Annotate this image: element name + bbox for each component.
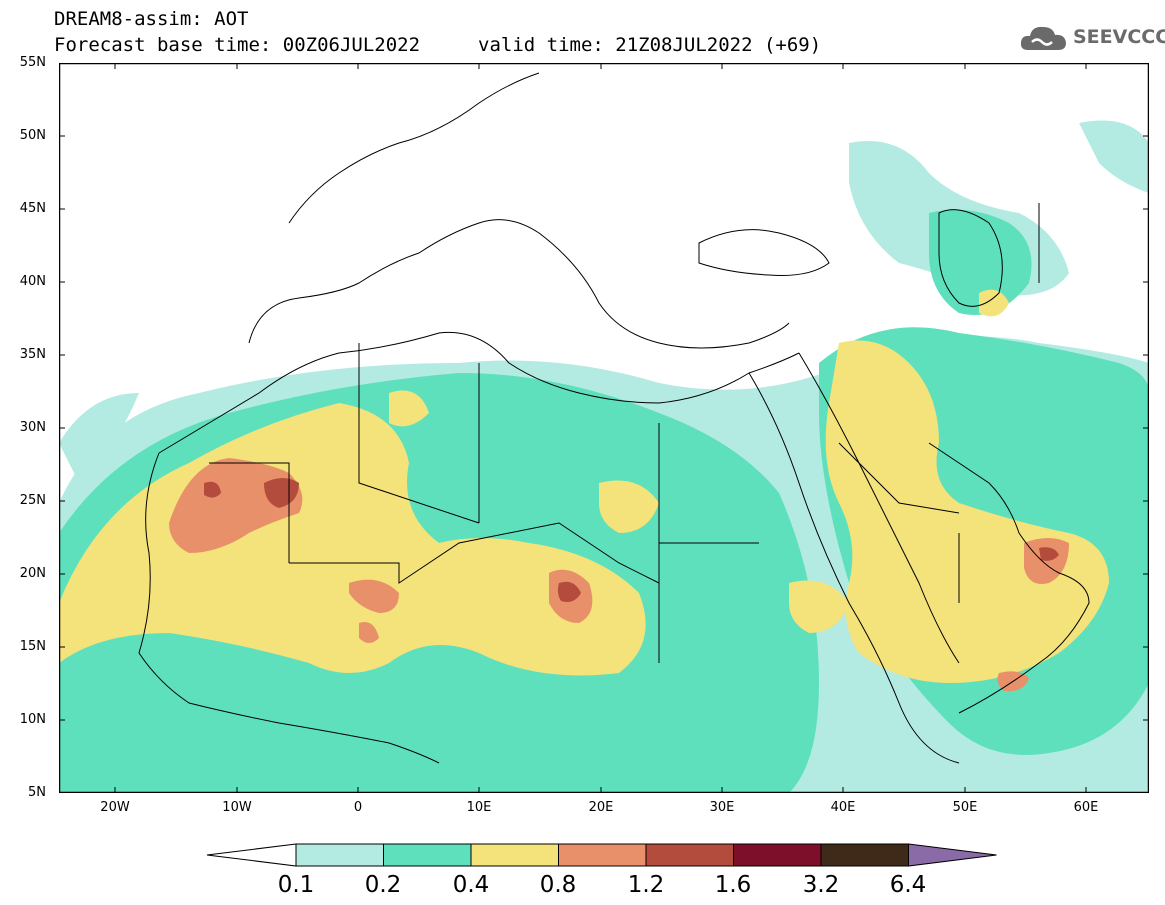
lat-label-30n: 30N xyxy=(19,420,46,435)
lat-label-15n: 15N xyxy=(19,639,46,654)
lon-label-10e: 10E xyxy=(466,800,492,815)
colorbar-box xyxy=(558,843,647,867)
lat-label-20n: 20N xyxy=(19,566,46,581)
colorbar-under-triangle xyxy=(206,843,297,867)
cloud-logo-icon xyxy=(1020,26,1066,50)
lon-label-50e: 50E xyxy=(952,800,978,815)
lat-label-55n: 55N xyxy=(19,55,46,70)
colorbar-box xyxy=(470,843,559,867)
legend-label-0-2: 0.2 xyxy=(364,872,402,898)
lon-label-20w: 20W xyxy=(100,800,130,815)
seevccc-logo: SEEVCCC xyxy=(1018,20,1165,56)
title-line-1: DREAM8-assim: AOT xyxy=(54,8,249,30)
lat-label-40n: 40N xyxy=(19,274,46,289)
logo-text: SEEVCCC xyxy=(1073,26,1165,48)
longitude-ticks xyxy=(114,63,1087,793)
colorbar-over-triangle xyxy=(908,843,997,867)
forecast-base-time: Forecast base time: 00Z06JUL2022 xyxy=(54,34,421,56)
colorbar-box xyxy=(295,843,384,867)
legend-label-3-2: 3.2 xyxy=(802,872,840,898)
lat-label-5n: 5N xyxy=(28,785,46,800)
lon-label-40e: 40E xyxy=(830,800,856,815)
coastlines-and-borders xyxy=(138,72,1090,764)
lat-label-35n: 35N xyxy=(19,347,46,362)
lon-label-20e: 20E xyxy=(588,800,614,815)
legend-label-0-4: 0.4 xyxy=(452,872,490,898)
legend-label-0-1: 0.1 xyxy=(277,872,315,898)
lat-label-50n: 50N xyxy=(19,128,46,143)
lon-label-30e: 30E xyxy=(709,800,735,815)
lat-label-25n: 25N xyxy=(19,493,46,508)
lat-label-45n: 45N xyxy=(19,201,46,216)
legend-label-6-4: 6.4 xyxy=(889,872,927,898)
lon-label-0: 0 xyxy=(353,800,363,815)
aot-band-1-2 xyxy=(204,478,1059,602)
legend-label-0-8: 0.8 xyxy=(539,872,577,898)
valid-time: valid time: 21Z08JUL2022 (+69) xyxy=(478,34,822,56)
lat-label-10n: 10N xyxy=(19,712,46,727)
colorbar-box xyxy=(733,843,822,867)
colorbar-box xyxy=(383,843,472,867)
aot-map xyxy=(59,63,1149,793)
legend-label-1-6: 1.6 xyxy=(714,872,752,898)
legend-label-1-2: 1.2 xyxy=(627,872,665,898)
lon-label-10w: 10W xyxy=(222,800,252,815)
colorbar-box xyxy=(820,843,909,867)
lon-label-60e: 60E xyxy=(1073,800,1099,815)
colorbar xyxy=(206,843,997,867)
latitude-ticks xyxy=(59,63,1149,793)
colorbar-box xyxy=(645,843,734,867)
